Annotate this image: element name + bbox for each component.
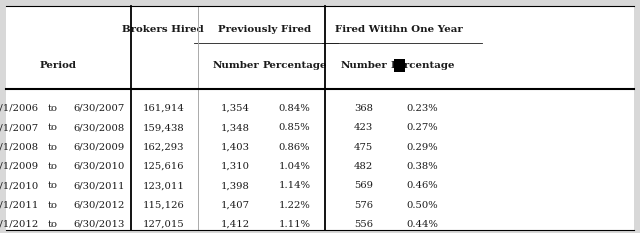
Text: Number: Number — [340, 61, 387, 70]
Text: to: to — [48, 220, 58, 229]
Text: 7/1/2007: 7/1/2007 — [0, 123, 38, 132]
Text: to: to — [48, 143, 58, 151]
Text: 576: 576 — [354, 201, 373, 209]
Text: 161,914: 161,914 — [142, 104, 184, 113]
Text: 0.86%: 0.86% — [278, 143, 310, 151]
Text: 115,126: 115,126 — [142, 201, 184, 209]
Text: 127,015: 127,015 — [142, 220, 184, 229]
Text: 556: 556 — [354, 220, 373, 229]
Text: 0.27%: 0.27% — [406, 123, 438, 132]
Text: 1,348: 1,348 — [221, 123, 250, 132]
Text: 7/1/2010: 7/1/2010 — [0, 181, 38, 190]
Text: 6/30/2008: 6/30/2008 — [74, 123, 125, 132]
Text: 6/30/2007: 6/30/2007 — [74, 104, 125, 113]
Text: 6/30/2010: 6/30/2010 — [74, 162, 125, 171]
Text: to: to — [48, 123, 58, 132]
Text: 368: 368 — [354, 104, 373, 113]
Text: Period: Period — [39, 61, 76, 70]
Text: 0.50%: 0.50% — [406, 201, 438, 209]
Text: 7/1/2008: 7/1/2008 — [0, 143, 38, 151]
Text: Brokers Hired: Brokers Hired — [122, 25, 204, 34]
Text: 6/30/2009: 6/30/2009 — [74, 143, 125, 151]
Text: 1,407: 1,407 — [221, 201, 250, 209]
Text: 123,011: 123,011 — [142, 181, 184, 190]
Text: 423: 423 — [354, 123, 373, 132]
Text: to: to — [48, 162, 58, 171]
Text: 1.22%: 1.22% — [278, 201, 310, 209]
Text: 7/1/2012: 7/1/2012 — [0, 220, 38, 229]
Text: Number: Number — [212, 61, 259, 70]
Text: to: to — [48, 181, 58, 190]
Text: 7/1/2006: 7/1/2006 — [0, 104, 38, 113]
Text: 569: 569 — [354, 181, 373, 190]
Text: 7/1/2011: 7/1/2011 — [0, 201, 38, 209]
Text: 162,293: 162,293 — [143, 143, 184, 151]
Text: 6/30/2011: 6/30/2011 — [74, 181, 125, 190]
Text: 0.84%: 0.84% — [278, 104, 310, 113]
Text: 475: 475 — [354, 143, 373, 151]
Text: Percentage: Percentage — [390, 61, 454, 70]
Text: 125,616: 125,616 — [143, 162, 184, 171]
Text: Percentage: Percentage — [262, 61, 326, 70]
Text: 1,310: 1,310 — [221, 162, 250, 171]
Text: 6/30/2012: 6/30/2012 — [74, 201, 125, 209]
Text: to: to — [48, 201, 58, 209]
FancyBboxPatch shape — [6, 6, 634, 230]
Text: 0.44%: 0.44% — [406, 220, 438, 229]
Text: 1.11%: 1.11% — [278, 220, 310, 229]
Text: 0.46%: 0.46% — [406, 181, 438, 190]
Text: Previously Fired: Previously Fired — [218, 25, 312, 34]
Text: 1,398: 1,398 — [221, 181, 250, 190]
Text: 482: 482 — [354, 162, 373, 171]
FancyBboxPatch shape — [394, 59, 405, 72]
Text: 6/30/2013: 6/30/2013 — [74, 220, 125, 229]
Text: 1,403: 1,403 — [221, 143, 250, 151]
Text: 159,438: 159,438 — [142, 123, 184, 132]
Text: to: to — [48, 104, 58, 113]
Text: 1,354: 1,354 — [221, 104, 250, 113]
Text: 1,412: 1,412 — [221, 220, 250, 229]
Text: Fired Witihn One Year: Fired Witihn One Year — [335, 25, 463, 34]
Text: 0.29%: 0.29% — [406, 143, 438, 151]
Text: 0.85%: 0.85% — [278, 123, 310, 132]
Text: 0.38%: 0.38% — [406, 162, 438, 171]
Text: 0.23%: 0.23% — [406, 104, 438, 113]
Text: 1.04%: 1.04% — [278, 162, 310, 171]
Text: 1.14%: 1.14% — [278, 181, 310, 190]
Text: 7/1/2009: 7/1/2009 — [0, 162, 38, 171]
